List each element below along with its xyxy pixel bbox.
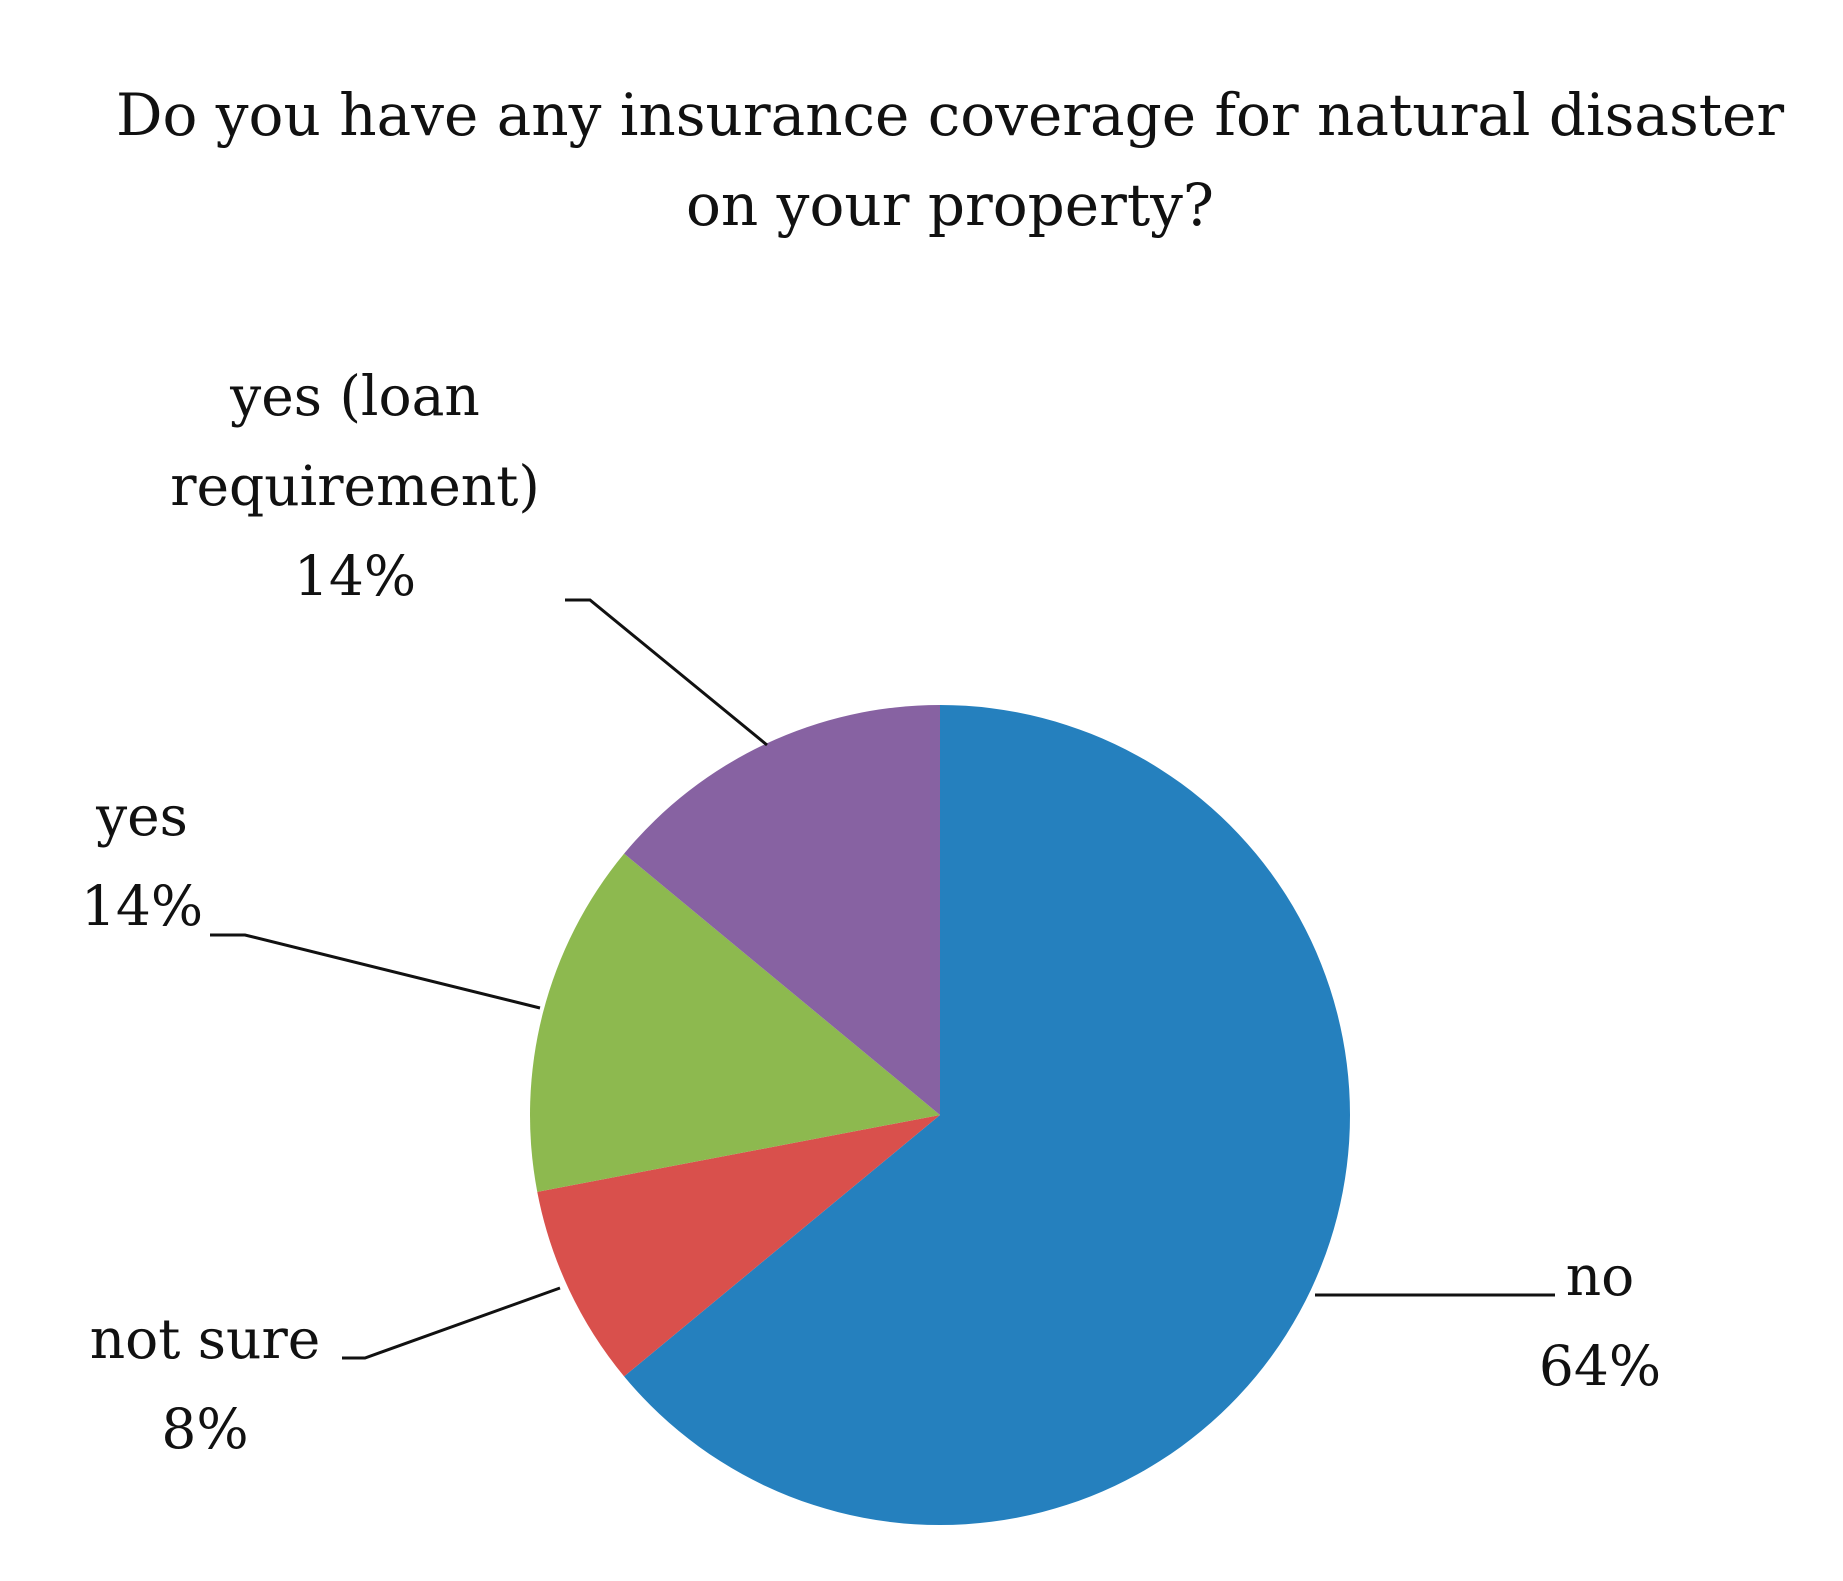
- leader-line: [210, 933, 541, 1010]
- slice-label-name: not sure: [90, 1307, 321, 1371]
- slice-label-percent: 64%: [1539, 1334, 1661, 1398]
- slice-label-name: requirement): [170, 454, 540, 518]
- slice-label-name: no: [1566, 1244, 1635, 1308]
- slice-label-percent: 14%: [294, 544, 416, 608]
- slice-label-name: yes (loan: [229, 364, 480, 428]
- pie-slice-not-sure: [537, 1115, 940, 1377]
- pie-slices: [529, 705, 1351, 1526]
- leader-line: [565, 598, 768, 747]
- pie-slice-yes: [529, 853, 940, 1192]
- pie-slice-yes-loan-requirement: [624, 705, 940, 1115]
- chart-title-line-2: on your property?: [686, 171, 1214, 239]
- pie-slice-no: [624, 705, 1351, 1526]
- slice-label-percent: 8%: [161, 1397, 248, 1461]
- slice-label-percent: 14%: [81, 874, 203, 938]
- leader-line: [342, 1286, 561, 1360]
- slice-label-name: yes: [95, 784, 188, 848]
- chart-title-line-1: Do you have any insurance coverage for n…: [116, 81, 1784, 149]
- leader-lines: [210, 598, 1555, 1360]
- slice-labels: no 64% not sure 8% yes 14% yes (loan requiremen…: [81, 364, 1661, 1461]
